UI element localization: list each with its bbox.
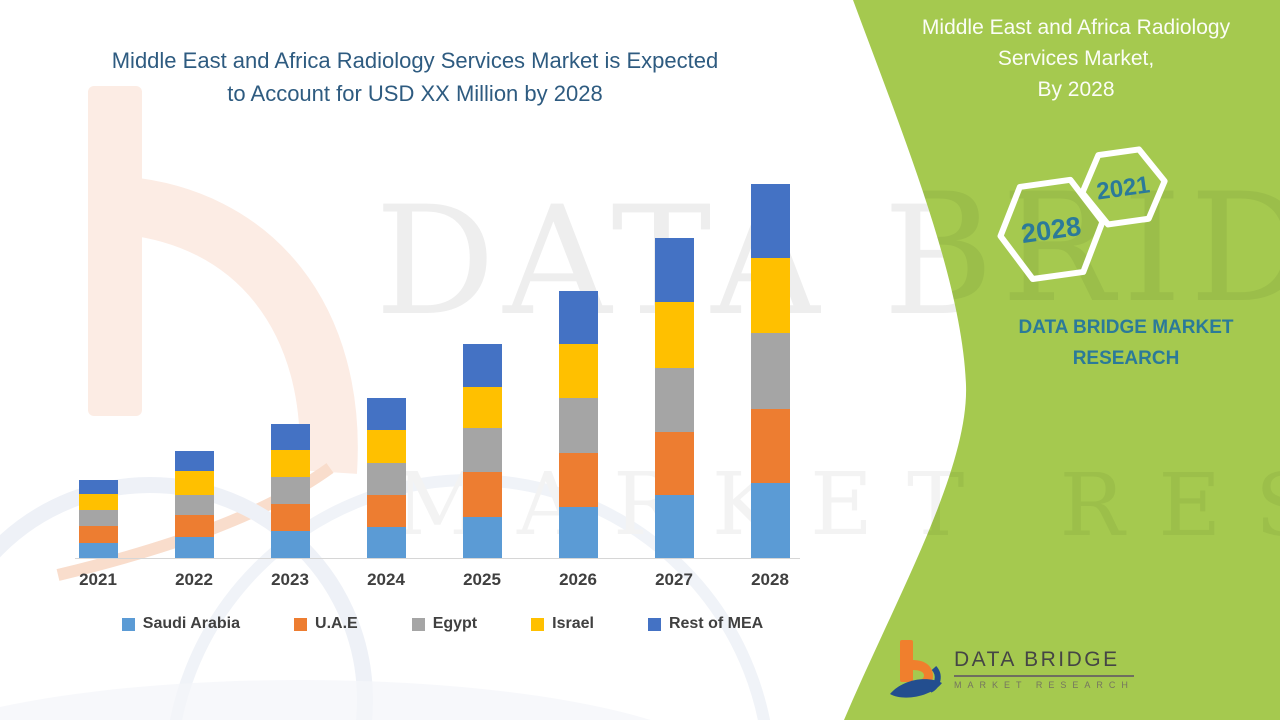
page-title-line1: Middle East and Africa Radiology Service… <box>111 48 719 73</box>
bar-segment-2023-rest-of-mea <box>270 424 310 450</box>
brand-caption: DATA BRIDGE MARKET RESEARCH <box>1000 312 1252 374</box>
stacked-bar-2027 <box>654 238 694 558</box>
x-axis-label-2024: 2024 <box>367 570 405 589</box>
legend-item-egypt: Egypt <box>411 615 478 633</box>
bar-segment-2023-saudi-arabia <box>270 531 310 558</box>
legend-label: Saudi Arabia <box>142 615 241 632</box>
watermark-b-bowl <box>115 176 358 474</box>
databridge-logo: DATA BRIDGE MARKET RESEARCH <box>888 638 1134 700</box>
bar-segment-2027-egypt <box>654 368 694 432</box>
databridge-logo-text: DATA BRIDGE MARKET RESEARCH <box>954 648 1134 690</box>
bar-segment-2022-saudi-arabia <box>174 537 214 558</box>
bar-segment-2028-rest-of-mea <box>750 184 790 258</box>
side-panel-headline-line3: By 2028 <box>1037 78 1115 101</box>
hexagon-2021-outline <box>1079 146 1168 228</box>
legend-label: Egypt <box>432 615 478 632</box>
bar-segment-2025-israel <box>462 387 502 428</box>
legend-swatch <box>121 617 135 631</box>
bar-segment-2021-u-a-e <box>78 526 118 543</box>
legend-label: Rest of MEA <box>668 615 764 632</box>
svg-text:MARKET RESEARCH: MARKET RESEARCH <box>395 456 1280 556</box>
bar-segment-2024-saudi-arabia <box>366 527 406 558</box>
bar-segment-2022-israel <box>174 471 214 495</box>
page-title: Middle East and Africa Radiology Service… <box>30 44 800 110</box>
stacked-bar-2025 <box>462 344 502 558</box>
brand-caption-line1: DATA BRIDGE MARKET <box>1018 317 1234 338</box>
bar-segment-2025-u-a-e <box>462 472 502 517</box>
databridge-logo-icon <box>890 640 942 698</box>
bar-segment-2022-rest-of-mea <box>174 451 214 471</box>
stacked-bar-2023 <box>270 424 310 558</box>
bar-segment-2028-israel <box>750 258 790 333</box>
legend-label: Israel <box>552 615 594 632</box>
bar-segment-2024-rest-of-mea <box>366 398 406 430</box>
bar-segment-2025-rest-of-mea <box>462 344 502 387</box>
stacked-bar-2026 <box>558 291 598 558</box>
green-panel-shape <box>844 0 1280 720</box>
bar-segment-2023-israel <box>270 450 310 477</box>
legend-swatch <box>294 617 308 631</box>
side-panel-headline: Middle East and Africa Radiology Service… <box>880 12 1272 105</box>
watermark-b-stem <box>88 86 142 416</box>
bar-segment-2024-israel <box>366 430 406 463</box>
x-axis-label-2022: 2022 <box>175 570 213 589</box>
bar-segment-2022-u-a-e <box>174 515 214 537</box>
bar-segment-2028-u-a-e <box>750 409 790 483</box>
bar-segment-2026-israel <box>558 344 598 398</box>
x-axis-label-2023: 2023 <box>271 570 309 589</box>
page-title-line2: to Account for USD XX Million by 2028 <box>227 81 603 106</box>
bar-segment-2027-rest-of-mea <box>654 238 694 302</box>
bar-segment-2023-u-a-e <box>270 504 310 531</box>
stacked-bar-2028 <box>750 184 790 558</box>
bar-segment-2025-saudi-arabia <box>462 517 502 558</box>
bar-segment-2028-saudi-arabia <box>750 483 790 558</box>
legend-item-saudi-arabia: Saudi Arabia <box>121 615 241 633</box>
stacked-bar-2022 <box>174 451 214 558</box>
hexagon-2028-outline <box>997 176 1106 283</box>
bar-segment-2022-egypt <box>174 495 214 515</box>
bar-segment-2021-israel <box>78 494 118 510</box>
bar-segment-2023-egypt <box>270 477 310 504</box>
bar-segment-2025-egypt <box>462 428 502 472</box>
x-axis-label-2027: 2027 <box>655 570 693 589</box>
bar-segment-2021-egypt <box>78 510 118 526</box>
bar-segment-2028-egypt <box>750 333 790 409</box>
side-panel-headline-line1: Middle East and Africa Radiology <box>921 16 1231 39</box>
stacked-bar-2021 <box>78 480 118 558</box>
legend-swatch <box>647 617 661 631</box>
bar-segment-2026-saudi-arabia <box>558 507 598 558</box>
stacked-bar-2024 <box>366 398 406 558</box>
bar-segment-2027-u-a-e <box>654 432 694 495</box>
legend-label: U.A.E <box>315 615 358 632</box>
watermark-bottom-wave <box>0 680 651 720</box>
bar-segment-2021-rest-of-mea <box>78 480 118 494</box>
x-axis-label-2025: 2025 <box>463 570 501 589</box>
x-axis-labels: 2021 2022 2023 2024 2025 2026 2027 2028 <box>75 570 800 594</box>
legend-swatch <box>411 617 425 631</box>
bar-segment-2026-rest-of-mea <box>558 291 598 344</box>
logo-name: DATA BRIDGE <box>954 648 1134 677</box>
legend-item-israel: Israel <box>531 615 594 633</box>
logo-subtitle: MARKET RESEARCH <box>954 680 1134 690</box>
brand-caption-line2: RESEARCH <box>1072 348 1180 369</box>
bar-segment-2027-israel <box>654 302 694 368</box>
legend-item-u-a-e: U.A.E <box>294 615 358 633</box>
chart-legend: Saudi Arabia U.A.E Egypt Israel Rest of MEA <box>75 615 810 633</box>
bar-segment-2021-saudi-arabia <box>78 543 118 558</box>
x-axis-label-2021: 2021 <box>79 570 117 589</box>
legend-item-rest-of-mea: Rest of MEA <box>647 615 764 633</box>
bar-segment-2027-saudi-arabia <box>654 495 694 558</box>
bar-segment-2026-egypt <box>558 398 598 453</box>
legend-swatch <box>531 617 545 631</box>
bar-segment-2024-u-a-e <box>366 495 406 527</box>
x-axis-label-2026: 2026 <box>559 570 597 589</box>
x-axis-label-2028: 2028 <box>751 570 789 589</box>
bar-segment-2024-egypt <box>366 463 406 495</box>
side-panel-headline-line2: Services Market, <box>997 47 1155 70</box>
bar-chart-plot-area <box>75 168 800 559</box>
bar-segment-2026-u-a-e <box>558 453 598 507</box>
